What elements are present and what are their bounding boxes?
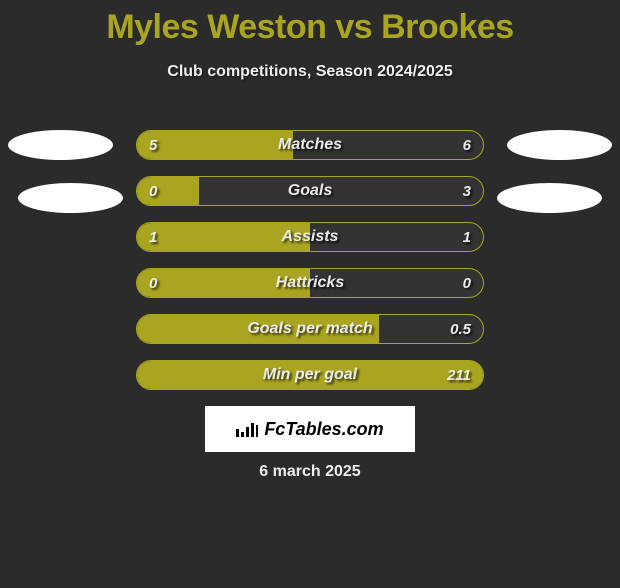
stat-row: Goals per match0.5: [136, 314, 484, 344]
subtitle: Club competitions, Season 2024/2025: [0, 63, 620, 81]
stat-right-value: 0.5: [450, 315, 471, 343]
player-right-ellipse-1: [507, 130, 612, 160]
stat-right-value: 0: [463, 269, 471, 297]
player-left-ellipse-2: [18, 183, 123, 213]
stat-label: Hattricks: [137, 269, 483, 297]
bar-chart-icon: [236, 421, 258, 437]
player-right-ellipse-2: [497, 183, 602, 213]
stat-label: Min per goal: [137, 361, 483, 389]
source-text: FcTables.com: [264, 419, 383, 440]
stat-row: Min per goal211: [136, 360, 484, 390]
stat-label: Goals per match: [137, 315, 483, 343]
date-label: 6 march 2025: [0, 463, 620, 481]
stat-label: Goals: [137, 177, 483, 205]
stat-right-value: 211: [447, 361, 471, 389]
page-title: Myles Weston vs Brookes: [0, 8, 620, 47]
stat-row: 0Hattricks0: [136, 268, 484, 298]
stat-right-value: 6: [463, 131, 471, 159]
comparison-bars: 5Matches60Goals31Assists10Hattricks0Goal…: [136, 130, 484, 406]
source-badge: FcTables.com: [205, 406, 415, 452]
stat-row: 5Matches6: [136, 130, 484, 160]
stat-label: Matches: [137, 131, 483, 159]
stat-right-value: 3: [463, 177, 471, 205]
stat-row: 0Goals3: [136, 176, 484, 206]
player-left-ellipse-1: [8, 130, 113, 160]
stat-right-value: 1: [463, 223, 471, 251]
stat-row: 1Assists1: [136, 222, 484, 252]
stat-label: Assists: [137, 223, 483, 251]
